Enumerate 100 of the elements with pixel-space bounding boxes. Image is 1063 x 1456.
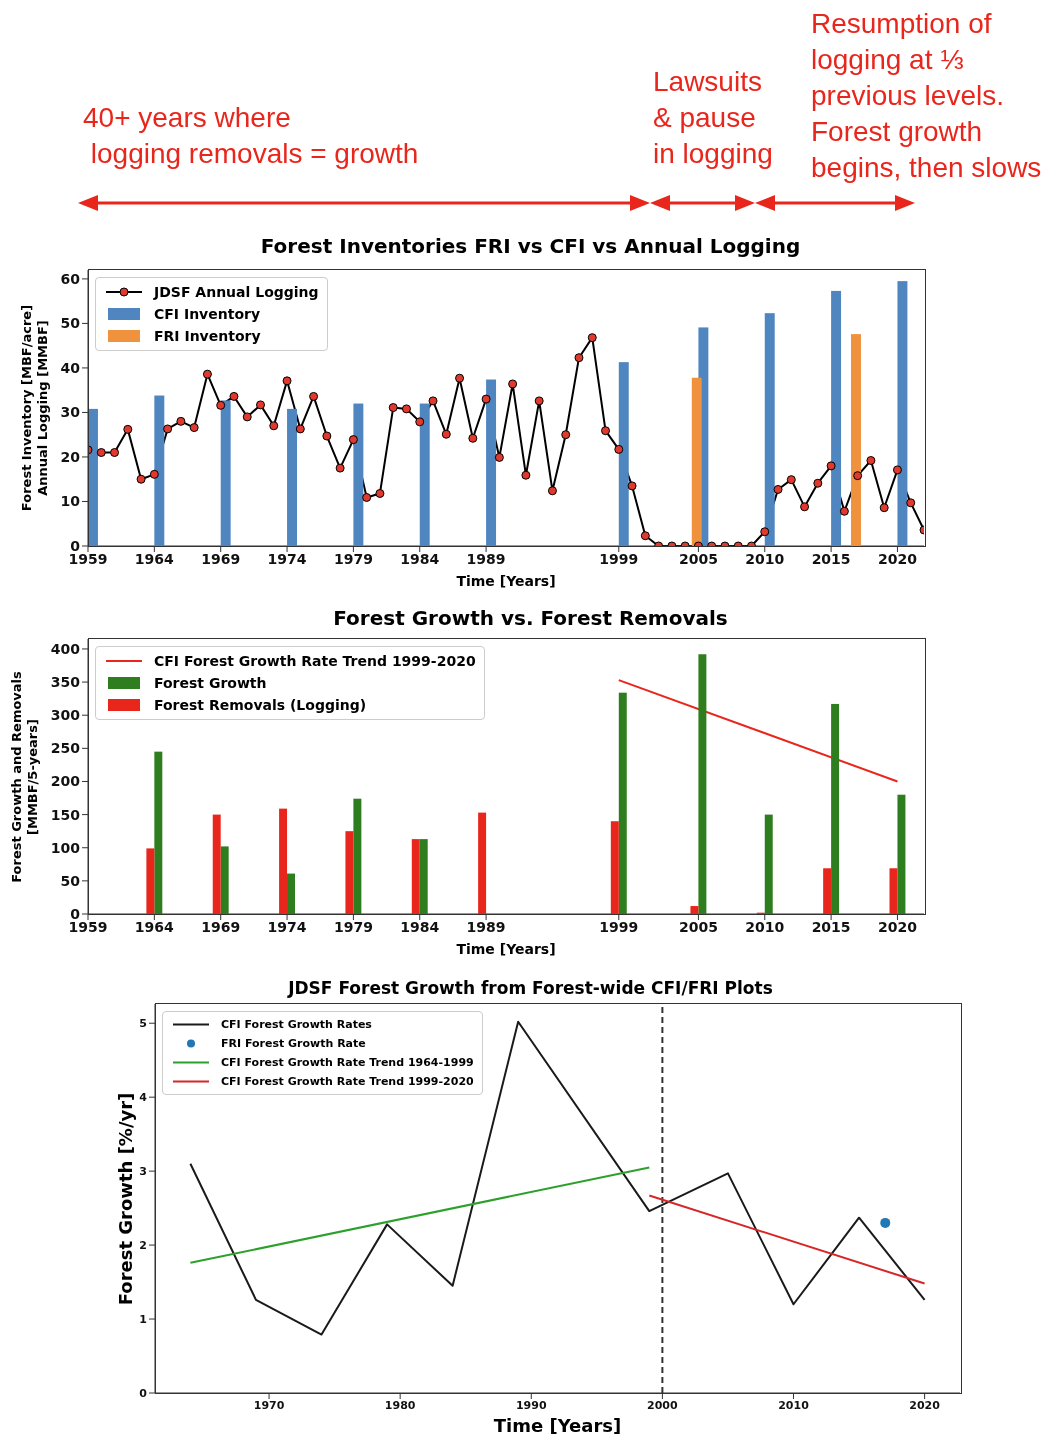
x-tick-label: 1980 [384,1398,416,1412]
y-tick-label: 350 [50,674,81,691]
y-tick-label: 300 [50,707,81,724]
y-tick-label: 0 [139,1386,148,1400]
x-tick-label: 2015 [811,550,851,567]
x-tick-label: 1964 [134,918,175,935]
y-axis-title: Forest Inventory [MBF/acre] Annual Logging [MMBF] [19,304,51,512]
x-tick-label: 2020 [909,1398,941,1412]
x-tick-label: 1989 [466,550,506,567]
y-tick-label: 30 [60,404,81,421]
chart-title: Forest Inventories FRI vs CFI vs Annual Logging [260,234,801,260]
y-tick-label: 5 [139,1017,147,1031]
text: 40+ years where logging removals = growth [83,101,419,171]
y-tick-label: 60 [60,270,81,287]
text: Resumption of logging at ⅓ previous levels. Forest growth begins, then slows [811,7,1042,185]
bar [212,814,221,914]
bar [411,839,420,914]
x-tick-label: 1979 [333,550,373,567]
bar [287,408,297,546]
y-tick-label: 3 [139,1165,147,1179]
bar [486,379,497,546]
bar [353,403,364,546]
x-tick-label: 1974 [267,918,307,935]
bar [897,281,908,546]
x-tick-label: 2010 [745,918,785,935]
bar [764,814,773,914]
x-tick-label: 1969 [201,550,241,567]
line-series [189,1020,926,1336]
bar [691,377,702,546]
y-tick-label: 400 [50,640,81,657]
legend-label: Forest Removals (Logging) [154,696,367,715]
x-tick-label: 1964 [134,550,175,567]
bar [279,808,288,914]
legend-label: CFI Forest Growth Rate Trend 1964-1999 [221,1055,474,1071]
x-axis-title: Time [Years] [492,1415,623,1437]
y-tick-label: 50 [60,315,81,332]
y-tick-label: 150 [50,806,81,823]
y-tick-label: 20 [60,448,81,465]
bar [419,839,428,914]
x-tick-label: 2010 [745,550,785,567]
y-tick-label: 1 [139,1312,147,1326]
x-tick-label: 1984 [400,918,440,935]
x-tick-label: 1970 [253,1398,285,1412]
x-axis-title: Time [Years] [455,572,557,590]
bar [897,794,906,914]
x-tick-label: 1990 [515,1398,547,1412]
x-tick-label: 2005 [678,550,718,567]
legend-label: CFI Inventory [154,305,261,324]
legend-label: FRI Forest Growth Rate [221,1036,366,1052]
x-tick-label: 1999 [599,550,639,567]
x-tick-label: 2010 [778,1398,810,1412]
text: Lawsuits & pause in logging [653,65,773,171]
y-tick-label: 50 [60,872,81,889]
x-tick-label: 1989 [466,918,506,935]
chart-title: JDSF Forest Growth from Forest-wide CFI/FRI Plots [288,978,773,1000]
bar [610,821,619,914]
x-tick-label: 2005 [678,918,718,935]
x-tick-label: 1984 [400,550,440,567]
y-tick-label: 4 [139,1091,148,1105]
bar [154,395,165,546]
bar [690,906,699,914]
x-tick-label: 1974 [267,550,307,567]
x-tick-label: 2015 [811,918,851,935]
x-tick-label: 1979 [333,918,373,935]
y-axis-title: Forest Growth [%/yr] [114,1092,136,1305]
y-tick-label: 10 [60,493,81,510]
bar [831,290,842,546]
chart-title: Forest Growth vs. Forest Removals [333,606,728,632]
bar [698,654,707,914]
legend-label: Forest Growth [154,674,267,693]
x-tick-label: 2000 [647,1398,679,1412]
legend-label: CFI Forest Growth Rates [221,1017,372,1033]
bar [220,846,229,914]
bar [618,692,627,914]
bar [287,873,296,914]
bar [823,868,832,914]
x-axis-title: Time [Years] [455,940,557,958]
y-tick-label: 200 [50,773,81,790]
y-tick-label: 2 [139,1239,147,1252]
y-axis-title: Forest Growth and Removals [MMBF/5-years] [9,670,41,883]
legend-label: FRI Inventory [154,327,261,346]
legend-label: CFI Forest Growth Rate Trend 1999-2020 [154,652,476,671]
bar [353,798,362,914]
bar [831,703,840,914]
bar [851,334,861,546]
legend-label: JDSF Annual Logging [154,283,319,302]
x-tick-label: 1999 [599,918,639,935]
x-tick-label: 1969 [201,918,241,935]
bar [889,868,898,914]
bar [478,812,487,914]
bar [154,751,163,914]
x-tick-label: 2020 [877,550,918,567]
legend-label: CFI Forest Growth Rate Trend 1999-2020 [221,1074,474,1090]
y-tick-label: 100 [50,839,81,856]
x-tick-label: 2020 [877,918,918,935]
y-tick-label: 40 [60,359,81,376]
y-tick-label: 250 [50,740,81,757]
bar [345,831,354,914]
bar [146,848,155,914]
bar [88,408,98,546]
